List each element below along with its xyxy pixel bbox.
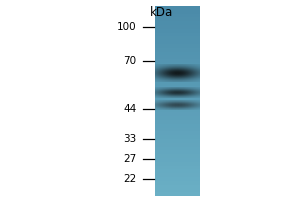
Bar <box>154 85 200 90</box>
Text: 22: 22 <box>123 174 136 184</box>
Bar <box>154 32 200 36</box>
Bar <box>154 36 200 40</box>
Bar <box>154 161 200 166</box>
Bar <box>154 28 200 33</box>
Bar <box>154 139 200 143</box>
Bar <box>154 97 200 101</box>
Bar <box>154 66 200 71</box>
Bar <box>154 21 200 25</box>
Bar <box>154 173 200 177</box>
Bar <box>154 104 200 109</box>
Bar <box>154 63 200 67</box>
Bar <box>154 108 200 112</box>
Bar <box>154 40 200 44</box>
Bar <box>154 93 200 97</box>
Bar <box>154 146 200 150</box>
Bar <box>154 184 200 188</box>
Text: 27: 27 <box>123 154 136 164</box>
Bar <box>154 177 200 181</box>
Bar <box>154 101 200 105</box>
Bar <box>154 116 200 120</box>
Bar <box>154 188 200 192</box>
Bar <box>154 165 200 169</box>
Text: 70: 70 <box>123 56 136 66</box>
Bar <box>154 44 200 48</box>
Bar <box>154 131 200 135</box>
Bar <box>154 13 200 17</box>
Bar <box>154 169 200 173</box>
Bar <box>154 82 200 86</box>
Bar <box>154 150 200 154</box>
Bar <box>154 6 200 196</box>
Bar <box>154 55 200 59</box>
Text: 33: 33 <box>123 134 136 144</box>
Bar <box>154 25 200 29</box>
Bar <box>154 112 200 116</box>
Bar <box>154 74 200 78</box>
Bar <box>154 78 200 82</box>
Bar <box>154 70 200 74</box>
Bar <box>154 142 200 147</box>
Bar <box>154 59 200 63</box>
Text: 44: 44 <box>123 104 136 114</box>
Bar <box>154 127 200 131</box>
Text: kDa: kDa <box>150 6 173 19</box>
Text: 100: 100 <box>117 22 136 32</box>
Bar <box>154 9 200 14</box>
Bar <box>154 51 200 55</box>
Bar <box>154 158 200 162</box>
Bar <box>154 6 200 10</box>
Bar <box>154 123 200 128</box>
Bar <box>154 17 200 21</box>
Bar <box>154 154 200 158</box>
Bar <box>154 180 200 185</box>
Bar <box>154 89 200 93</box>
Bar <box>154 192 200 196</box>
Bar <box>154 47 200 52</box>
Bar <box>154 135 200 139</box>
Bar <box>154 120 200 124</box>
